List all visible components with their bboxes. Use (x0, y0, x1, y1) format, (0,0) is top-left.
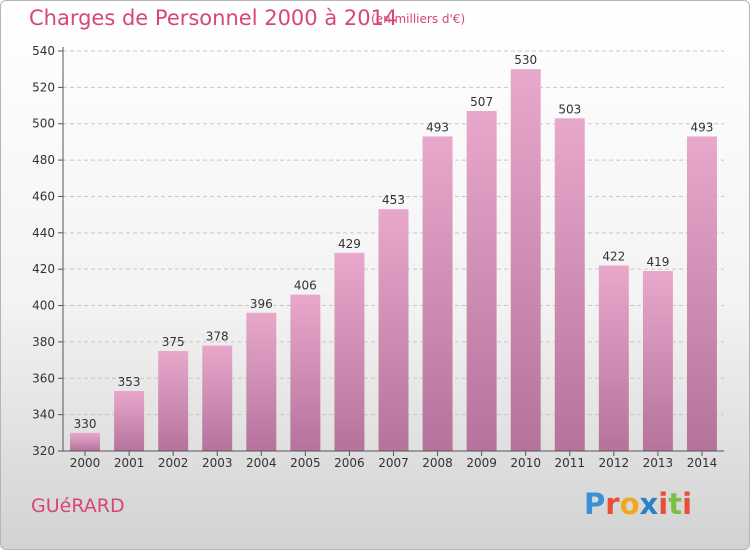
bar-2001 (114, 391, 145, 451)
y-tick-label: 320 (32, 444, 55, 458)
x-tick-label: 2005 (290, 456, 321, 470)
chart-subtitle: (en milliers d'€) (371, 12, 466, 26)
y-tick-label: 440 (32, 226, 55, 240)
bars-layer: 330 353 375 378 396 406 429 453 493 507 530 503 422 4… (70, 53, 717, 452)
bar-value-label: 330 (74, 417, 97, 431)
bar-2006 (334, 252, 365, 451)
x-tick-label: 2008 (422, 456, 453, 470)
bar-value-label: 422 (602, 250, 625, 264)
y-tick-label: 460 (32, 189, 55, 203)
bar-2012 (598, 265, 629, 451)
x-tick-label: 2000 (70, 456, 101, 470)
logo-letter: x (639, 487, 659, 521)
y-tick-label: 400 (32, 299, 55, 313)
y-tick-label: 520 (32, 80, 55, 94)
chart-title: Charges de Personnel 2000 à 2014 (29, 6, 398, 30)
bar-value-label: 503 (558, 102, 581, 116)
y-tick-label: 360 (32, 371, 55, 385)
y-tick-label: 480 (32, 153, 55, 167)
y-tick-label: 380 (32, 335, 55, 349)
bar-2011 (554, 118, 585, 451)
x-tick-label: 2013 (643, 456, 674, 470)
place-name: GUéRARD (31, 495, 125, 517)
bar-value-label: 406 (294, 279, 317, 293)
x-tick-label: 2004 (246, 456, 277, 470)
y-tick-label: 420 (32, 262, 55, 276)
bar-value-label: 493 (691, 120, 714, 134)
y-tick-label: 500 (32, 117, 55, 131)
bar-2009 (466, 111, 497, 451)
logo-letter: i (682, 487, 693, 521)
proxiti-logo: Proxiti (584, 487, 692, 521)
logo-letter: i (658, 487, 669, 521)
x-tick-label: 2010 (510, 456, 541, 470)
y-tick-label: 340 (32, 408, 55, 422)
bar-2000 (70, 432, 101, 451)
x-tick-label: 2011 (554, 456, 585, 470)
x-tick-label: 2002 (158, 456, 189, 470)
bar-value-label: 375 (162, 335, 185, 349)
logo-letter: o (619, 487, 640, 521)
x-tick-label: 2006 (334, 456, 365, 470)
x-tick-label: 2001 (114, 456, 145, 470)
bar-value-label: 378 (206, 330, 229, 344)
bar-2007 (378, 209, 409, 451)
x-tick-label: 2012 (599, 456, 630, 470)
bar-2014 (686, 136, 717, 452)
logo-letter: r (605, 487, 620, 521)
logo-letter: P (584, 487, 606, 521)
bar-value-label: 493 (426, 120, 449, 134)
bar-2008 (422, 136, 453, 452)
bar-2002 (158, 351, 189, 451)
bar-2003 (202, 345, 233, 451)
logo-letter: t (668, 487, 683, 521)
bar-value-label: 429 (338, 237, 361, 251)
x-tick-label: 2009 (466, 456, 497, 470)
x-tick-label: 2007 (378, 456, 409, 470)
bar-value-label: 453 (382, 193, 405, 207)
bar-value-label: 419 (646, 255, 669, 269)
axis-layer: 320 340 360 380 400 420 440 460 480 500 520 540 2000… (32, 44, 724, 470)
bar-2005 (290, 294, 321, 451)
x-tick-label: 2014 (687, 456, 718, 470)
bar-2004 (246, 312, 277, 451)
bar-value-label: 530 (514, 53, 537, 67)
bar-2010 (510, 69, 541, 451)
bar-2013 (642, 271, 673, 451)
y-tick-label: 540 (32, 44, 55, 58)
bar-value-label: 396 (250, 297, 273, 311)
bar-value-label: 353 (118, 375, 141, 389)
x-tick-label: 2003 (202, 456, 233, 470)
bar-value-label: 507 (470, 95, 493, 109)
